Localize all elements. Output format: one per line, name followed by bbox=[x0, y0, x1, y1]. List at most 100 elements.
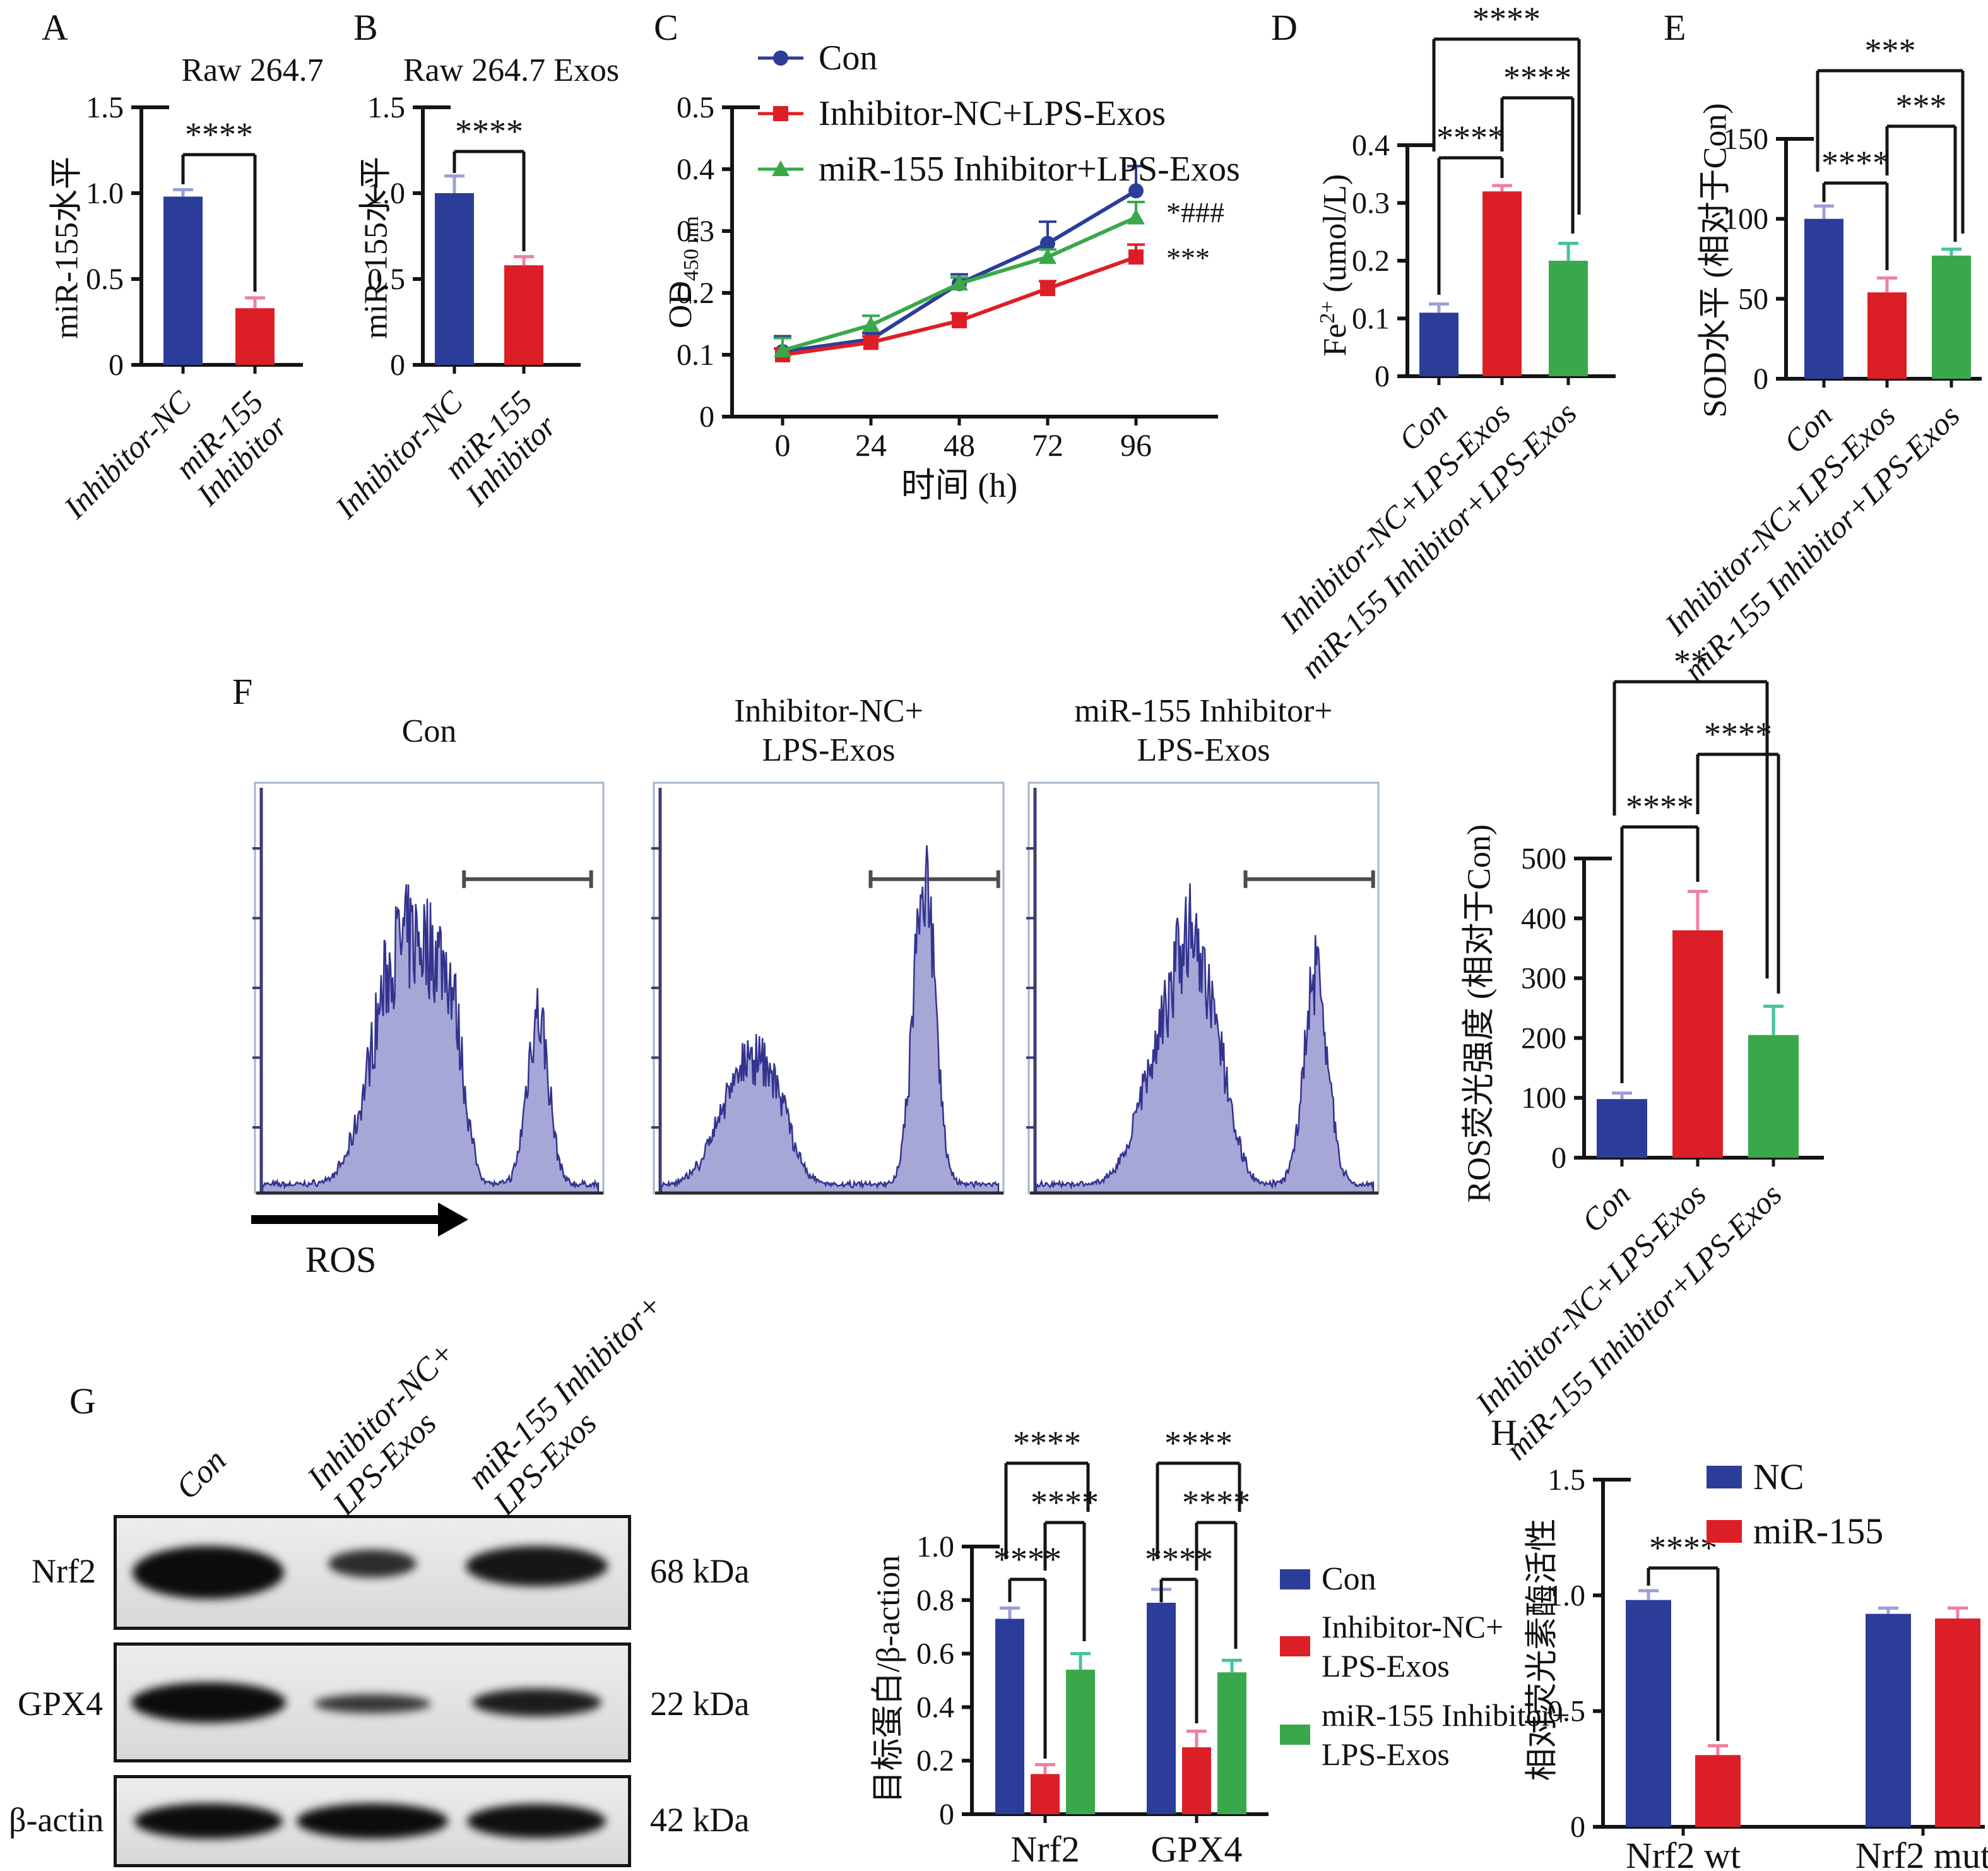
hist-title-mir155: miR-155 Inhibitor+ LPS-Exos bbox=[1014, 692, 1393, 770]
series-line bbox=[782, 255, 1137, 357]
significance-label: *** bbox=[1865, 32, 1916, 69]
blot-column-label: Inhibitor-NC+LPS-Exos bbox=[300, 1334, 462, 1523]
bar bbox=[1626, 1600, 1671, 1827]
y-tick-label: 0 bbox=[1551, 1141, 1566, 1175]
marker-triangle bbox=[862, 316, 880, 332]
bar bbox=[1804, 218, 1843, 379]
legend-item-inhibitor-nc: Inhibitor-NC+LPS-Exos bbox=[754, 93, 1166, 134]
marker-triangle bbox=[1127, 208, 1145, 225]
g-group-nrf2: Nrf2 bbox=[1010, 1829, 1080, 1870]
blot-band bbox=[134, 1803, 283, 1839]
significance-label: *** bbox=[1896, 87, 1947, 125]
bar bbox=[1182, 1747, 1211, 1814]
y-label-c: OD450 nm bbox=[662, 177, 704, 367]
marker-circle bbox=[1128, 183, 1144, 199]
legend-item-mir155-inhibitor: miR-155 Inhibitor+LPS-Exos bbox=[754, 149, 1240, 189]
hist-box bbox=[653, 781, 1005, 1194]
x-tick-label: 96 bbox=[1120, 427, 1152, 463]
blot-band bbox=[328, 1550, 417, 1577]
g-group-gpx4: GPX4 bbox=[1151, 1829, 1243, 1870]
y-tick-label: 0.5 bbox=[1547, 1695, 1585, 1728]
hist-title-con: Con bbox=[401, 713, 457, 749]
y-tick-label: 200 bbox=[1521, 1021, 1566, 1055]
marker-triangle bbox=[774, 342, 791, 358]
legend-label: NC bbox=[1753, 1456, 1804, 1497]
legend-label: miR-155 Inhibitor+LPS-Exos bbox=[819, 150, 1240, 189]
legend-swatch-red bbox=[1280, 1636, 1310, 1656]
bar bbox=[1932, 255, 1971, 379]
y-tick-label: 0.6 bbox=[916, 1637, 954, 1671]
marker-circle bbox=[1040, 235, 1055, 251]
hist-title-line: LPS-Exos bbox=[762, 732, 896, 768]
panel-letter-h: H bbox=[1491, 1412, 1517, 1453]
chart-title-b: Raw 264.7 Exos bbox=[403, 52, 620, 88]
y-tick-label: 0 bbox=[1753, 362, 1768, 396]
marker-triangle bbox=[950, 275, 968, 291]
y-tick-label: 1.0 bbox=[367, 177, 405, 210]
significance-label: **** bbox=[1704, 715, 1772, 753]
y-tick-label: 0.4 bbox=[1352, 129, 1390, 162]
significance-label: **** bbox=[1013, 1424, 1081, 1462]
significance-label: **** bbox=[185, 116, 253, 153]
y-tick-label: 150 bbox=[1723, 122, 1768, 156]
marker-square bbox=[952, 313, 967, 329]
y-tick-label: 0.2 bbox=[1352, 244, 1390, 278]
blot-band bbox=[133, 1546, 284, 1599]
annotation: *** bbox=[1166, 242, 1210, 274]
x-tick-label: 0 bbox=[775, 427, 791, 463]
legend-marker-circle-icon bbox=[758, 50, 803, 66]
legend-label-lines: miR-155 Inhibitor+ LPS-Exos bbox=[1322, 1696, 1570, 1774]
y-label-d-sup: 2+ bbox=[1315, 300, 1339, 324]
ros-axis-label: ROS bbox=[305, 1239, 377, 1280]
panel-letter-d: D bbox=[1271, 7, 1298, 48]
legend-swatch-blue bbox=[1707, 1465, 1742, 1488]
hist-curve bbox=[261, 884, 600, 1194]
y-label-b: miR-155水平 bbox=[358, 157, 394, 339]
legend-label: LPS-Exos bbox=[1322, 1737, 1450, 1772]
bar bbox=[504, 265, 543, 365]
bar bbox=[1748, 1035, 1799, 1158]
legend-item-con: Con bbox=[754, 38, 877, 78]
marker-square bbox=[1128, 249, 1144, 265]
x-category-line: Con bbox=[1575, 1177, 1637, 1239]
hist-title-line: LPS-Exos bbox=[1137, 732, 1270, 768]
bar bbox=[235, 308, 275, 365]
panel-letter-c: C bbox=[654, 7, 678, 48]
y-tick-label: 0.5 bbox=[86, 263, 124, 296]
g-legend-mir155: miR-155 Inhibitor+ LPS-Exos bbox=[1280, 1696, 1570, 1774]
bar bbox=[1549, 261, 1588, 376]
h-group-nrf2-wt: Nrf2 wt bbox=[1625, 1835, 1741, 1871]
hist-curve bbox=[660, 845, 1000, 1194]
y-tick-label: 1.5 bbox=[1547, 1463, 1585, 1497]
y-tick-label: 0 bbox=[109, 348, 124, 382]
y-tick-label: 1.5 bbox=[367, 91, 405, 124]
blot-panel-GPX4 bbox=[114, 1642, 631, 1762]
y-tick-label: 400 bbox=[1521, 902, 1566, 936]
x-tick-label: 24 bbox=[855, 427, 887, 463]
significance-label: **** bbox=[1626, 788, 1694, 826]
y-tick-label: 0.3 bbox=[1352, 187, 1390, 220]
blot-band bbox=[471, 1689, 601, 1716]
y-label-g-bar: 目标蛋白/β-action bbox=[870, 1555, 907, 1804]
y-label-d-base: Fe bbox=[1317, 323, 1354, 357]
blot-column-label: Con bbox=[169, 1442, 234, 1507]
y-label-h: 相对荧光素酶活性 bbox=[1524, 1518, 1561, 1781]
y-tick-label: 0.1 bbox=[677, 338, 714, 372]
g-legend-inhibitor-nc: Inhibitor-NC+ LPS-Exos bbox=[1280, 1607, 1503, 1685]
y-label-c-sub: 450 nm bbox=[680, 216, 704, 282]
y-tick-label: 0.4 bbox=[916, 1690, 954, 1724]
y-tick-label: 0 bbox=[939, 1798, 954, 1831]
bar bbox=[1867, 292, 1907, 379]
panel-letter-a: A bbox=[42, 7, 68, 48]
x-label-c: 时间 (h) bbox=[901, 466, 1018, 504]
y-tick-label: 1.0 bbox=[86, 177, 124, 210]
significance-label: ** bbox=[1674, 643, 1708, 680]
marker-square bbox=[1040, 281, 1055, 297]
blot-band bbox=[131, 1682, 286, 1723]
y-label-d: Fe2+ (umol/L) bbox=[1316, 107, 1354, 423]
significance-label: **** bbox=[1649, 1529, 1717, 1567]
blot-row-label-actin: β-actin bbox=[9, 1801, 104, 1839]
annotation: *### bbox=[1166, 196, 1224, 229]
g-legend-con: Con bbox=[1280, 1560, 1376, 1598]
legend-swatch-green bbox=[1280, 1725, 1310, 1745]
